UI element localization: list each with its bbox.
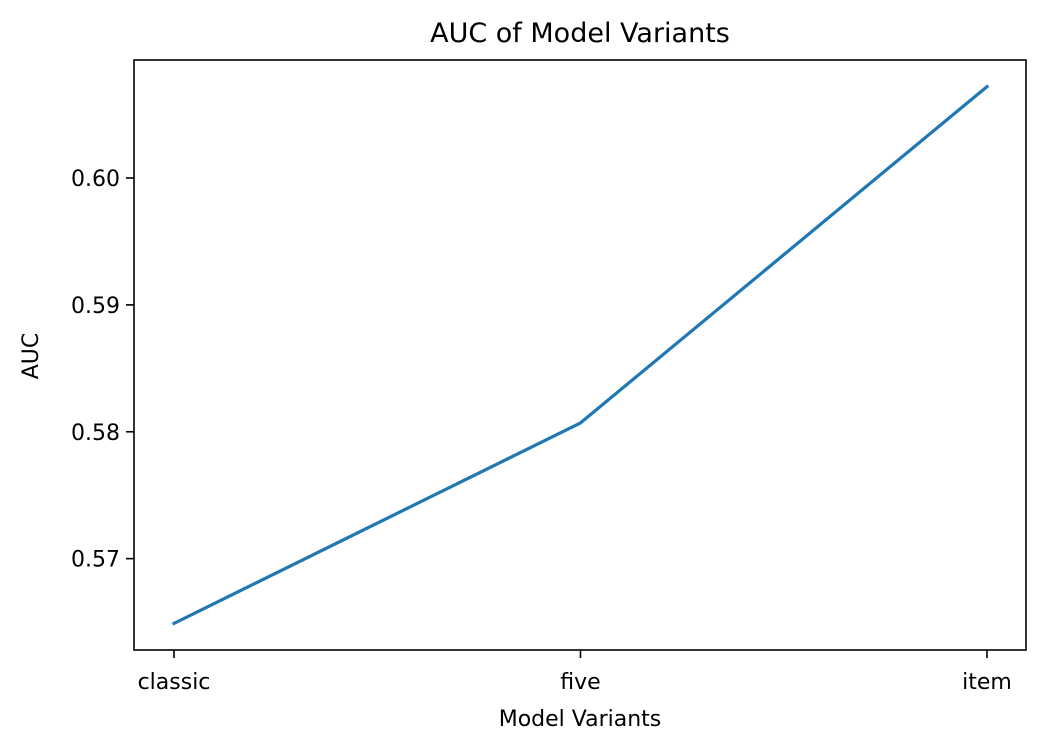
series-line [171, 84, 990, 626]
y-axis-label: AUC [19, 333, 44, 380]
axis-ticks: classic five item 0.57 0.58 0.59 0.60 [71, 167, 1012, 695]
x-axis-label: Model Variants [499, 707, 662, 732]
chart-title: AUC of Model Variants [430, 18, 730, 49]
plot-area-frame [133, 59, 1027, 651]
y-tick-label: 0.59 [71, 294, 120, 319]
y-tick-label: 0.57 [71, 548, 120, 573]
x-tick-label: item [962, 670, 1012, 695]
y-tick-label: 0.58 [71, 421, 120, 446]
x-tick-label: classic [138, 670, 211, 695]
series-layer [171, 84, 990, 626]
y-tick-label: 0.60 [71, 167, 120, 192]
x-tick-label: five [560, 670, 600, 695]
